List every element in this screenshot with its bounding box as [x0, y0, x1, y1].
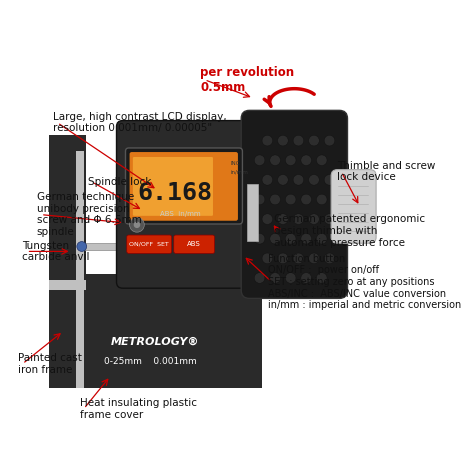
Circle shape — [285, 155, 296, 165]
Text: Heat insulating plastic
frame cover: Heat insulating plastic frame cover — [80, 398, 197, 419]
FancyBboxPatch shape — [117, 121, 264, 288]
Circle shape — [324, 253, 335, 264]
Circle shape — [285, 273, 296, 283]
FancyBboxPatch shape — [331, 170, 376, 243]
Text: ON/OFF  SET: ON/OFF SET — [129, 242, 169, 247]
Text: ABS  in/mm: ABS in/mm — [160, 212, 200, 218]
Circle shape — [293, 135, 304, 146]
Text: Tungsten
carbide anvil: Tungsten carbide anvil — [22, 240, 90, 262]
Circle shape — [262, 175, 273, 185]
Text: INC: INC — [231, 161, 240, 166]
Bar — [49, 135, 86, 388]
Circle shape — [301, 233, 311, 244]
Circle shape — [285, 233, 296, 244]
Circle shape — [309, 135, 319, 146]
Circle shape — [301, 194, 311, 205]
Circle shape — [317, 233, 327, 244]
Bar — [84, 243, 149, 250]
Text: Thimble and screw
lock device: Thimble and screw lock device — [337, 161, 436, 183]
Circle shape — [324, 175, 335, 185]
Circle shape — [254, 194, 265, 205]
Circle shape — [309, 214, 319, 225]
Circle shape — [262, 214, 273, 225]
Text: Function button
ON/OFF :  power on/off
SET : setting zero at any positions
ABS/I: Function button ON/OFF : power on/off SE… — [268, 254, 461, 310]
Circle shape — [262, 253, 273, 264]
Bar — [49, 135, 86, 151]
Circle shape — [254, 155, 265, 165]
Text: 0-25mm    0.001mm: 0-25mm 0.001mm — [104, 357, 197, 366]
FancyBboxPatch shape — [126, 148, 242, 224]
FancyBboxPatch shape — [127, 235, 172, 254]
Text: German technique
unibody precision
screw and Φ 6.5mm
spindle: German technique unibody precision screw… — [37, 192, 142, 237]
Circle shape — [301, 273, 311, 283]
Circle shape — [270, 194, 281, 205]
Circle shape — [278, 175, 288, 185]
Circle shape — [77, 241, 87, 251]
Circle shape — [270, 273, 281, 283]
Circle shape — [262, 135, 273, 146]
Text: in/mm: in/mm — [231, 170, 249, 175]
Bar — [49, 280, 86, 290]
Circle shape — [129, 218, 144, 232]
Circle shape — [278, 135, 288, 146]
Circle shape — [293, 253, 304, 264]
Circle shape — [309, 175, 319, 185]
Circle shape — [324, 135, 335, 146]
Text: Spindle lock: Spindle lock — [88, 177, 151, 187]
Text: 6.168: 6.168 — [137, 181, 212, 206]
Bar — [247, 184, 257, 241]
Circle shape — [285, 194, 296, 205]
Text: German patented ergonomic
design thimble with
automatic pressure force: German patented ergonomic design thimble… — [274, 214, 425, 247]
Circle shape — [317, 155, 327, 165]
Circle shape — [270, 155, 281, 165]
Bar — [49, 274, 262, 388]
Bar — [76, 135, 84, 388]
FancyBboxPatch shape — [129, 152, 238, 221]
Circle shape — [324, 214, 335, 225]
Circle shape — [134, 221, 140, 228]
Circle shape — [317, 194, 327, 205]
Circle shape — [270, 233, 281, 244]
FancyBboxPatch shape — [133, 157, 213, 216]
Text: ABS: ABS — [187, 241, 201, 247]
Circle shape — [254, 233, 265, 244]
Text: per revolution
0.5mm: per revolution 0.5mm — [201, 66, 294, 94]
Circle shape — [278, 253, 288, 264]
Circle shape — [254, 273, 265, 283]
Text: METROLOGY®: METROLOGY® — [110, 336, 199, 346]
Circle shape — [293, 214, 304, 225]
Circle shape — [278, 214, 288, 225]
Text: Painted cast
iron frame: Painted cast iron frame — [18, 353, 82, 375]
Circle shape — [309, 253, 319, 264]
Circle shape — [293, 175, 304, 185]
Circle shape — [301, 155, 311, 165]
Text: Large, high contrast LCD display,
resolution 0.001mm/ 0.00005": Large, high contrast LCD display, resolu… — [53, 112, 227, 133]
Circle shape — [317, 273, 327, 283]
FancyBboxPatch shape — [174, 235, 215, 254]
FancyBboxPatch shape — [241, 110, 347, 298]
